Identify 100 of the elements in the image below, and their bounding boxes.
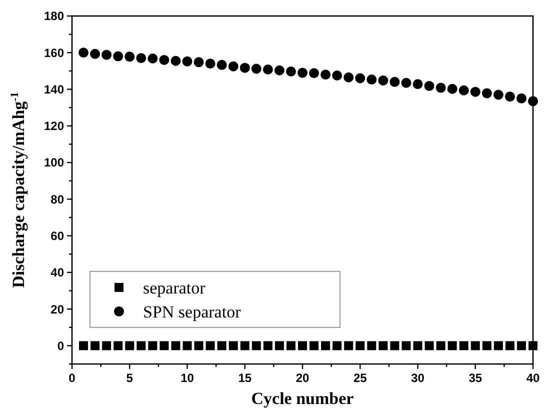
point <box>516 93 526 104</box>
point <box>459 341 468 350</box>
point <box>182 341 192 350</box>
point <box>113 51 124 62</box>
point <box>228 341 238 350</box>
point <box>114 341 123 350</box>
point <box>240 341 250 350</box>
point <box>148 53 158 64</box>
point <box>160 341 169 350</box>
point <box>310 341 319 350</box>
point <box>274 341 284 350</box>
point <box>482 88 492 98</box>
point <box>424 341 434 350</box>
y-tick-label: 80 <box>50 192 64 206</box>
y-tick-label: 120 <box>44 119 64 134</box>
point <box>424 80 434 91</box>
point <box>171 341 180 350</box>
y-tick-label: 20 <box>50 302 64 316</box>
point <box>448 341 457 350</box>
point <box>217 341 226 350</box>
x-tick-label: 40 <box>526 371 540 385</box>
point <box>332 70 342 81</box>
point <box>390 341 400 350</box>
point <box>125 341 134 350</box>
x-tick-label: 15 <box>238 371 252 385</box>
point <box>390 76 400 87</box>
point <box>321 341 330 350</box>
point <box>505 341 514 350</box>
point <box>102 341 112 350</box>
point <box>436 341 446 350</box>
point <box>148 341 158 350</box>
point <box>413 341 422 350</box>
point <box>90 341 100 350</box>
point <box>470 86 480 97</box>
point <box>286 341 296 350</box>
point <box>240 62 250 73</box>
y-tick-label: 60 <box>50 228 64 243</box>
x-tick-label: 0 <box>68 371 76 385</box>
point <box>355 73 366 84</box>
x-tick-label: 25 <box>353 371 368 385</box>
point <box>182 56 192 66</box>
point <box>458 85 469 96</box>
point <box>206 341 215 350</box>
legend-label: separator <box>143 278 206 298</box>
point <box>205 58 216 69</box>
point <box>102 50 112 60</box>
point <box>228 61 238 72</box>
point <box>470 341 480 350</box>
point <box>367 341 376 350</box>
point <box>309 68 320 78</box>
point <box>344 341 354 350</box>
point <box>252 341 261 350</box>
point <box>124 52 135 62</box>
point <box>194 57 204 68</box>
point <box>516 341 526 350</box>
y-tick-label: 180 <box>44 9 64 24</box>
point <box>194 341 204 350</box>
point <box>356 341 365 350</box>
legend-label: SPN separator <box>143 302 242 322</box>
y-tick-label: 140 <box>44 82 64 96</box>
point <box>216 60 227 70</box>
point <box>332 341 342 350</box>
x-tick-label: 10 <box>180 371 194 385</box>
point <box>79 341 88 350</box>
point <box>263 341 272 350</box>
point <box>320 70 331 80</box>
point <box>170 56 181 66</box>
point <box>447 84 458 94</box>
point <box>402 341 411 350</box>
point <box>90 48 100 59</box>
point <box>401 78 412 88</box>
y-tick-label: 40 <box>50 266 64 280</box>
point <box>262 64 273 74</box>
point <box>136 341 146 350</box>
y-tick-label: 160 <box>44 46 64 60</box>
point <box>159 54 170 65</box>
point <box>274 65 284 76</box>
point <box>366 74 377 85</box>
point <box>78 48 89 58</box>
point <box>298 68 308 78</box>
point <box>286 66 296 76</box>
point <box>412 79 423 90</box>
x-tick-label: 30 <box>411 371 425 385</box>
point <box>298 341 307 350</box>
point <box>494 341 503 350</box>
x-tick-label: 35 <box>468 371 482 385</box>
y-tick-label: 0 <box>57 338 64 353</box>
point <box>528 96 538 106</box>
point <box>482 341 492 350</box>
point <box>251 64 262 74</box>
point <box>378 75 388 86</box>
point <box>493 90 504 100</box>
point <box>504 92 515 102</box>
point <box>378 341 388 350</box>
point <box>528 341 538 350</box>
x-tick-label: 20 <box>296 371 310 385</box>
point <box>436 82 446 93</box>
x-axis-title: Cycle number <box>251 389 354 408</box>
point <box>344 72 354 82</box>
x-tick-label: 5 <box>126 371 134 385</box>
